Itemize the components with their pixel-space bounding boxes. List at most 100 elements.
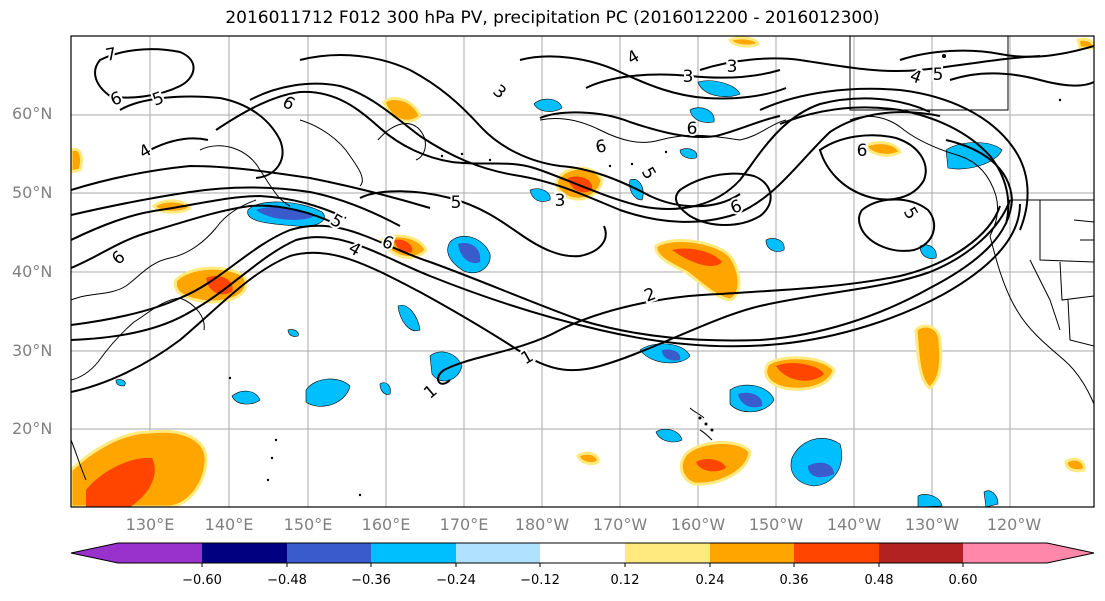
colorbar-tick-label: 0.12 <box>610 573 640 588</box>
colorbar-tick-label: −0.24 <box>436 573 476 588</box>
contour-label: 5 <box>899 204 922 223</box>
contour-label: 3 <box>489 81 510 103</box>
precip-patch <box>458 242 481 264</box>
colorbar-segment <box>794 543 879 563</box>
contour-label: 6 <box>687 119 698 139</box>
colorbar-tick-label: 0.60 <box>948 573 978 588</box>
lat-label: 40°N <box>12 262 53 281</box>
precip-patch <box>655 428 683 443</box>
precip-patch <box>529 188 551 202</box>
precip-patch <box>983 490 999 507</box>
precip-patch <box>1064 457 1086 473</box>
colorbar-tick-label: 0.48 <box>864 573 894 588</box>
pv-contours <box>71 45 1094 393</box>
lon-label: 140°E <box>204 515 254 534</box>
lon-label: 140°W <box>826 515 882 534</box>
colorbar-tick-label: −0.12 <box>520 573 560 588</box>
precip-patch <box>679 148 698 159</box>
colorbar-outline <box>70 542 1095 564</box>
precip-patch <box>914 324 943 390</box>
lon-label: 160°E <box>361 515 411 534</box>
colorbar-tick-label: −0.36 <box>351 573 391 588</box>
islands <box>228 54 1062 497</box>
lon-label: 160°W <box>670 515 726 534</box>
lon-label: 150°W <box>748 515 804 534</box>
colorbar-segment <box>710 543 794 563</box>
colorbar-segment <box>371 543 456 563</box>
precip-patch <box>379 382 391 395</box>
colorbar-tick-label: −0.60 <box>182 573 222 588</box>
precip-patch <box>397 305 421 332</box>
precip-patch <box>533 98 563 112</box>
precip-patch <box>115 379 126 387</box>
precip-patch <box>697 80 741 97</box>
contour-label: 3 <box>727 57 738 77</box>
colorbar-tick-label: 0.24 <box>695 573 725 588</box>
lon-label: 180°W <box>514 515 570 534</box>
precip-patch <box>765 238 785 252</box>
precip-patch <box>256 207 314 220</box>
precip-patch <box>654 239 741 302</box>
precip-patch <box>429 351 463 382</box>
lat-label: 20°N <box>12 419 53 438</box>
precip-patch <box>727 36 760 48</box>
coastlines <box>71 36 1094 481</box>
precip-anomaly-patches <box>71 36 1094 507</box>
lon-label: 120°W <box>986 515 1042 534</box>
precip-patch <box>776 363 824 381</box>
colorbar-segment <box>202 543 287 563</box>
lon-label: 130°W <box>904 515 960 534</box>
lon-label: 150°E <box>283 515 333 534</box>
colorbar-segment <box>287 543 371 563</box>
contour-label: 6 <box>108 88 125 110</box>
contour-label: 6 <box>857 141 868 161</box>
precip-patch <box>287 329 299 337</box>
contour-label: 4 <box>136 140 155 163</box>
contour-label: 7 <box>104 44 118 66</box>
precip-patch <box>662 349 681 361</box>
precip-patch <box>394 239 413 253</box>
colorbar-tick-label: −0.48 <box>267 573 307 588</box>
contour-labels: 7 6 5 4 6 5 4 3 3 2 1 1 6 5 6 6 3 5 6 4 … <box>102 42 945 405</box>
colorbar-segment <box>879 543 963 563</box>
precip-patch <box>945 142 1003 170</box>
precip-patch <box>738 392 763 408</box>
colorbar-segment <box>456 543 540 563</box>
contour-label: 3 <box>683 67 694 87</box>
colorbar-segment <box>625 543 710 563</box>
contour-label: 5 <box>933 65 944 85</box>
colorbar-segment <box>71 543 118 563</box>
precip-patch <box>305 378 351 407</box>
colorbar <box>70 542 1095 567</box>
lat-label: 30°N <box>12 341 53 360</box>
contour-label: 4 <box>907 66 924 88</box>
contour-label: 5 <box>637 164 660 183</box>
precip-patch <box>808 462 834 478</box>
contour-label: 6 <box>108 247 129 269</box>
lon-label: 170°W <box>592 515 648 534</box>
contour-label: 5 <box>451 193 462 213</box>
map-title: 2016011712 F012 300 hPa PV, precipitatio… <box>225 8 880 28</box>
precip-patch <box>71 147 84 174</box>
precip-patch <box>696 459 726 472</box>
precip-patch <box>790 437 842 487</box>
colorbar-segment <box>963 543 1047 563</box>
precip-patch <box>863 141 902 157</box>
contour-label: 3 <box>555 191 566 211</box>
contour-label: 1 <box>420 381 441 403</box>
lat-label: 50°N <box>12 183 53 202</box>
colorbar-segment <box>1047 543 1094 563</box>
precip-patch <box>919 244 937 259</box>
contour-label: 4 <box>624 46 643 69</box>
contour-label: 1 <box>518 346 537 369</box>
precip-patch <box>689 107 715 123</box>
precip-patch <box>231 390 261 405</box>
lon-label: 170°E <box>439 515 489 534</box>
colorbar-segment <box>540 543 625 563</box>
precip-patch <box>672 248 722 266</box>
map-border <box>70 35 1095 508</box>
precip-patch <box>1076 37 1094 50</box>
lon-label: 130°E <box>125 515 175 534</box>
contour-label: 6 <box>594 136 608 158</box>
